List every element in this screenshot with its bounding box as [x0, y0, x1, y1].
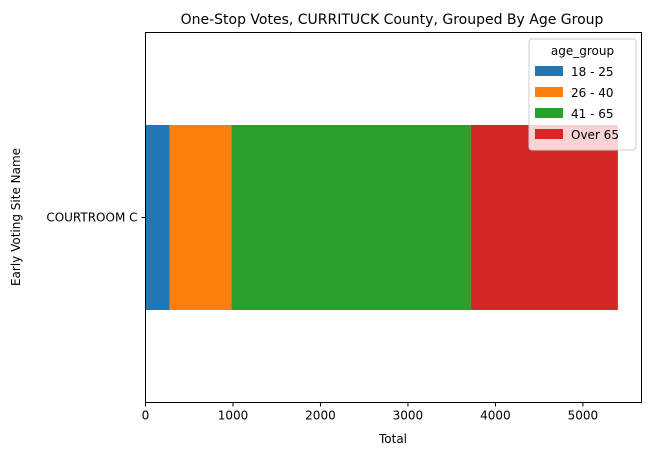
y-axis-label: Early Voting Site Name: [9, 148, 23, 286]
bar-41-65: [231, 125, 471, 310]
legend-label: 26 - 40: [571, 86, 614, 100]
x-tick-label: 0: [142, 409, 150, 423]
legend-swatch: [535, 66, 563, 76]
legend-title: age_group: [551, 44, 614, 58]
x-tick-label: 2000: [305, 409, 336, 423]
bars: [145, 125, 618, 310]
bar-26-40: [169, 125, 232, 310]
legend-label: 18 - 25: [571, 65, 614, 79]
x-tick-label: 5000: [568, 409, 599, 423]
legend-swatch: [535, 87, 563, 97]
y-tick-label: COURTROOM C: [46, 211, 137, 225]
legend-label: Over 65: [571, 128, 619, 142]
x-tick-label: 4000: [480, 409, 511, 423]
legend-label: 41 - 65: [571, 107, 614, 121]
x-tick-label: 3000: [393, 409, 424, 423]
bar-18-25: [145, 125, 170, 310]
x-axis-ticks: 0 1000 2000 3000 4000 5000: [142, 402, 599, 423]
legend-swatch: [535, 129, 563, 139]
bar-over65: [470, 125, 618, 310]
legend: age_group 18 - 25 26 - 40 41 - 65 Over 65: [528, 38, 637, 151]
y-axis-ticks: COURTROOM C: [46, 211, 146, 225]
chart-title: One-Stop Votes, CURRITUCK County, Groupe…: [181, 12, 604, 28]
x-tick-label: 1000: [218, 409, 249, 423]
legend-swatch: [535, 108, 563, 118]
x-axis-label: Total: [378, 432, 407, 446]
